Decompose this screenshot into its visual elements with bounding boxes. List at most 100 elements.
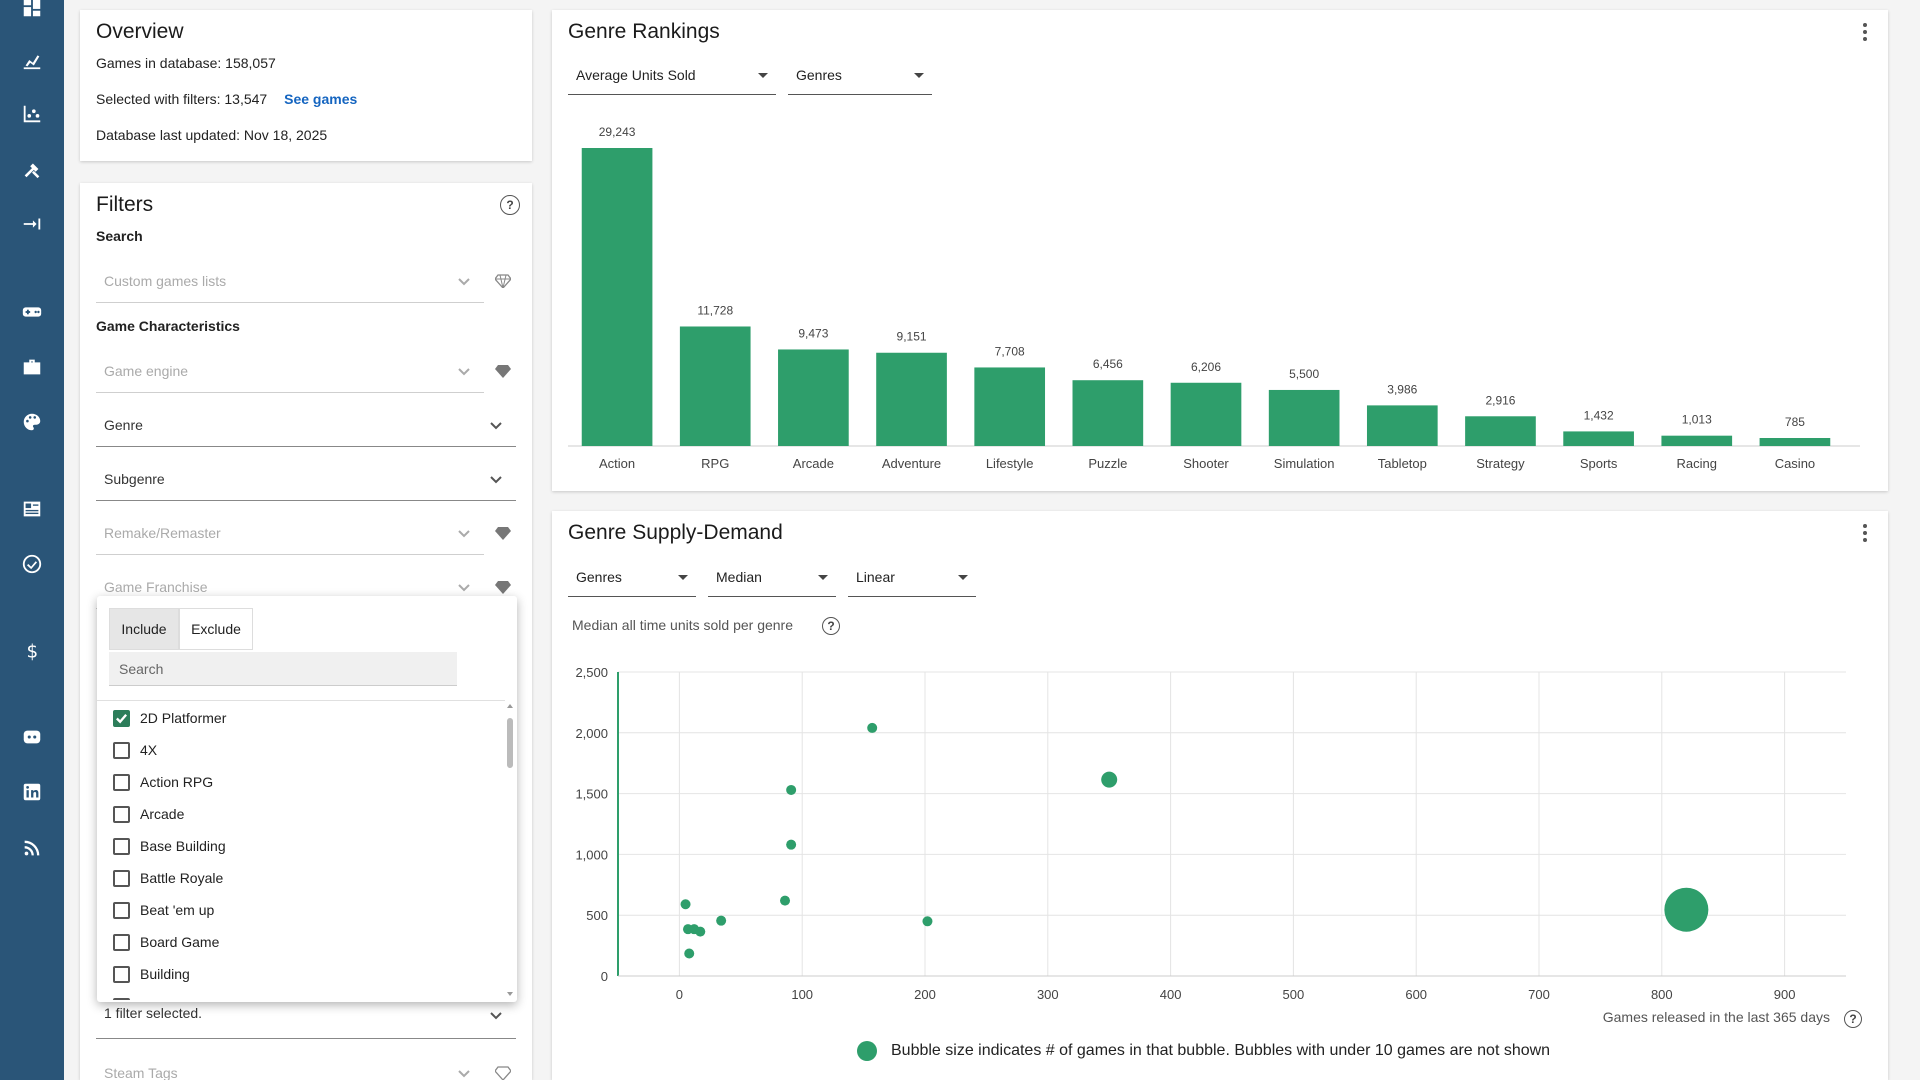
subgenre-option[interactable]: Board Game xyxy=(113,931,219,953)
more-options-icon[interactable] xyxy=(1855,22,1875,42)
bar-value-label: 29,243 xyxy=(599,125,636,139)
x-tick-label: 200 xyxy=(914,987,936,1002)
supply-demand-title: Genre Supply-Demand xyxy=(568,521,783,544)
checkbox-icon[interactable] xyxy=(113,869,130,887)
bar[interactable] xyxy=(1366,405,1438,446)
remake-remaster-select[interactable]: Remake/Remaster xyxy=(96,511,484,555)
genre-supply-demand-scatter: 0 100 200 300 400 500 600 700 800 900 0 500 1,000 1,5… xyxy=(575,665,1846,1002)
genre-rankings-card: Genre Rankings Average Units Sold Genres… xyxy=(552,10,1888,491)
linkedin-icon[interactable] xyxy=(20,780,44,804)
bar[interactable] xyxy=(1563,431,1634,446)
subgenre-option-label: Beat 'em up xyxy=(140,902,215,918)
subgenre-option[interactable]: Building xyxy=(113,963,190,985)
bubble[interactable] xyxy=(716,915,727,926)
subgenre-option[interactable]: Card Game xyxy=(113,995,212,1000)
subgenre-option[interactable]: Action RPG xyxy=(113,771,213,793)
include-toggle[interactable]: Include xyxy=(109,608,179,650)
checkbox-icon[interactable] xyxy=(113,773,130,791)
tags-filter-select[interactable]: 1 filter selected. xyxy=(96,995,516,1039)
bubble[interactable] xyxy=(867,722,878,733)
dropdown-search-input[interactable] xyxy=(109,652,457,686)
briefcase-icon[interactable] xyxy=(20,355,44,379)
checkbox-icon[interactable] xyxy=(113,933,130,951)
clock-check-icon[interactable] xyxy=(20,552,44,576)
bubble[interactable] xyxy=(922,916,933,927)
genre-rankings-title: Genre Rankings xyxy=(568,20,720,43)
checkbox-icon[interactable] xyxy=(113,901,130,919)
bubble[interactable] xyxy=(695,926,706,937)
checkbox-icon[interactable] xyxy=(113,837,130,855)
newspaper-icon[interactable] xyxy=(20,497,44,521)
x-tick-label: 600 xyxy=(1405,987,1427,1002)
custom-games-lists-select[interactable]: Custom games lists xyxy=(96,259,484,303)
subgenre-option[interactable]: Arcade xyxy=(113,803,184,825)
bar[interactable] xyxy=(778,349,849,446)
exclude-toggle[interactable]: Exclude xyxy=(179,608,253,650)
subgenre-option[interactable]: Base Building xyxy=(113,835,226,857)
more-options-icon[interactable] xyxy=(1855,523,1875,543)
help-icon[interactable]: ? xyxy=(822,617,840,635)
dropdown-scrollbar[interactable] xyxy=(505,700,515,1000)
bubble[interactable] xyxy=(786,839,797,850)
bar[interactable] xyxy=(679,326,751,446)
help-icon[interactable]: ? xyxy=(1844,1010,1862,1028)
supply-group-select[interactable]: Genres xyxy=(568,557,696,597)
bar[interactable] xyxy=(1465,416,1536,446)
bubble[interactable] xyxy=(680,899,691,910)
scale-select[interactable]: Linear xyxy=(848,557,976,597)
subgenre-option[interactable]: 4X xyxy=(113,739,157,761)
genre-supply-demand-card: Genre Supply-Demand Genres Median Linear… xyxy=(552,511,1888,1080)
checkbox-checked-icon[interactable] xyxy=(113,709,130,727)
filter-selected-label: 1 filter selected. xyxy=(104,1005,203,1021)
bubble[interactable] xyxy=(786,784,797,795)
compare-icon[interactable] xyxy=(20,212,44,236)
trend-chart-icon[interactable] xyxy=(20,48,44,72)
gamepad-icon[interactable] xyxy=(20,300,44,324)
scatter-chart-icon[interactable] xyxy=(20,102,44,126)
see-games-link[interactable]: See games xyxy=(284,91,358,107)
bar-value-label: 11,728 xyxy=(697,303,733,317)
bar[interactable] xyxy=(1661,435,1733,446)
subgenre-option[interactable]: Beat 'em up xyxy=(113,899,214,921)
bar[interactable] xyxy=(1759,438,1831,446)
bar-category-label: Strategy xyxy=(1476,456,1525,471)
tools-icon[interactable] xyxy=(20,157,44,181)
bar-category-label: Sports xyxy=(1580,456,1618,471)
bubble[interactable] xyxy=(1664,887,1709,932)
stat-select[interactable]: Median xyxy=(708,557,836,597)
x-tick-label: 0 xyxy=(676,987,683,1002)
steam-tags-label: Steam Tags xyxy=(104,1065,178,1080)
subgenre-option-label: Building xyxy=(140,966,190,982)
dashboard-icon[interactable] xyxy=(20,0,44,20)
checkbox-icon[interactable] xyxy=(113,741,130,759)
bar[interactable] xyxy=(581,148,653,446)
palette-icon[interactable] xyxy=(20,410,44,434)
bar[interactable] xyxy=(974,367,1046,446)
subgenre-option[interactable]: 2D Platformer xyxy=(113,707,226,729)
bar[interactable] xyxy=(1072,380,1144,446)
discord-icon[interactable] xyxy=(20,725,44,749)
checkbox-icon[interactable] xyxy=(113,805,130,823)
genre-select[interactable]: Genre xyxy=(96,403,516,447)
x-tick-label: 700 xyxy=(1528,987,1550,1002)
dollar-icon[interactable]: $ xyxy=(20,638,44,662)
y-tick-label: 2,000 xyxy=(575,726,608,741)
game-engine-select[interactable]: Game engine xyxy=(96,349,484,393)
rss-icon[interactable] xyxy=(20,836,44,860)
chevron-down-icon xyxy=(456,363,472,379)
selected-with-filters: Selected with filters: 13,547 See games xyxy=(96,91,357,107)
bar[interactable] xyxy=(876,352,947,446)
bubble[interactable] xyxy=(684,948,695,959)
subgenre-select[interactable]: Subgenre xyxy=(96,457,516,501)
filters-help-icon[interactable]: ? xyxy=(500,195,520,215)
bar[interactable] xyxy=(1170,382,1242,446)
bubble[interactable] xyxy=(1101,771,1118,788)
checkbox-icon[interactable] xyxy=(113,997,130,1000)
bar[interactable] xyxy=(1268,389,1340,446)
metric-select[interactable]: Average Units Sold xyxy=(568,55,776,95)
bubble[interactable] xyxy=(780,895,791,906)
checkbox-icon[interactable] xyxy=(113,965,130,983)
steam-tags-select[interactable]: Steam Tags xyxy=(96,1049,484,1080)
subgenre-option[interactable]: Battle Royale xyxy=(113,867,223,889)
group-select[interactable]: Genres xyxy=(788,55,932,95)
